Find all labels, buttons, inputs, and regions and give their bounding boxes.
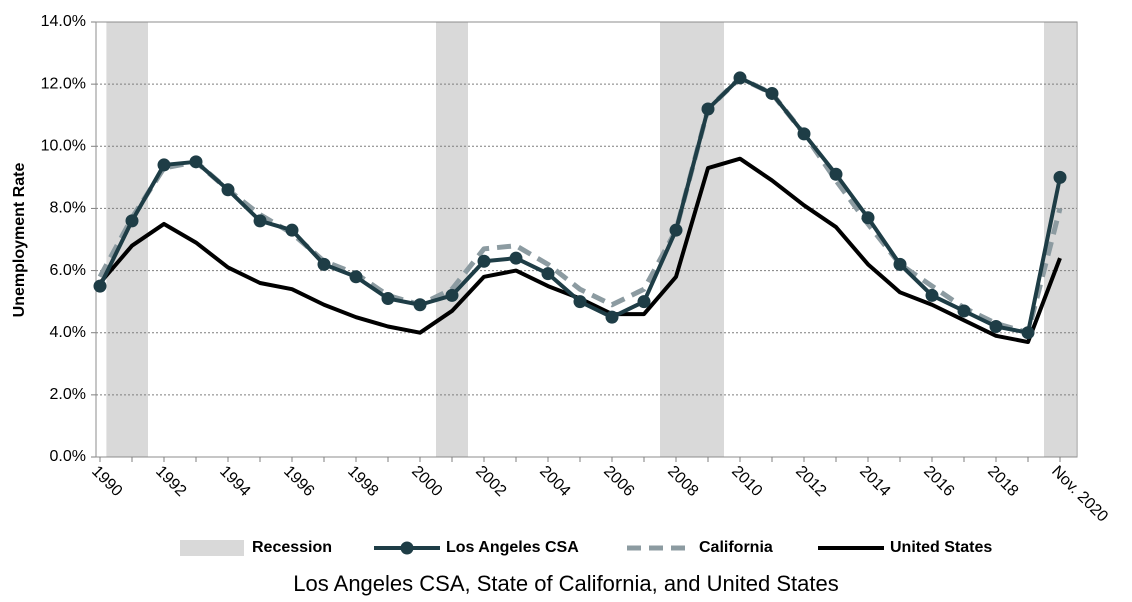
x-tick-label: 2006 — [600, 463, 637, 500]
legend-label: Los Angeles CSA — [446, 539, 579, 556]
y-tick-label: 0.0% — [50, 448, 86, 465]
x-tick-label: 1998 — [344, 463, 381, 500]
x-tick-label: 1996 — [280, 463, 317, 500]
series-line — [98, 156, 1062, 345]
data-point — [701, 102, 715, 116]
data-point — [349, 270, 363, 284]
recession-band — [436, 22, 468, 457]
x-tick-label: Nov. 2020 — [1048, 463, 1111, 526]
x-tick-label: 2002 — [472, 463, 509, 500]
legend-label: Recession — [252, 539, 332, 556]
x-tick-label: 2014 — [856, 463, 893, 500]
data-point — [957, 304, 971, 318]
legend-label: California — [699, 539, 773, 556]
y-tick-label: 8.0% — [50, 200, 86, 217]
x-tick-label: 1994 — [216, 463, 253, 500]
data-point — [605, 310, 619, 324]
data-point — [893, 257, 907, 271]
x-tick-label: 2010 — [728, 463, 765, 500]
x-tick-label: 2016 — [920, 463, 957, 500]
data-point — [285, 223, 299, 237]
series-line — [97, 75, 1063, 336]
data-point — [1021, 326, 1035, 340]
legend-marker — [400, 541, 414, 555]
data-point — [669, 223, 683, 237]
data-point — [1053, 170, 1067, 184]
data-point — [797, 127, 811, 141]
y-axis-label: Unemployment Rate — [11, 163, 28, 318]
data-point — [733, 71, 747, 85]
x-tick-label: 2018 — [984, 463, 1021, 500]
data-point — [189, 155, 203, 169]
data-point — [477, 254, 491, 268]
legend-swatch — [180, 540, 244, 556]
y-tick-label: 2.0% — [50, 386, 86, 403]
data-point — [637, 295, 651, 309]
recession-band — [1044, 22, 1076, 457]
x-tick-label: 1992 — [152, 463, 189, 500]
y-tick-label: 14.0% — [41, 13, 86, 30]
data-point — [509, 251, 523, 265]
data-point — [157, 158, 171, 172]
data-point — [925, 288, 939, 302]
data-point — [317, 257, 331, 271]
x-tick-label: 1990 — [88, 463, 125, 500]
legend-label: United States — [890, 539, 992, 556]
data-point — [93, 279, 107, 293]
y-tick-label: 6.0% — [50, 262, 86, 279]
data-point — [253, 214, 267, 228]
data-point — [445, 288, 459, 302]
x-tick-label: 2000 — [408, 463, 445, 500]
data-point — [413, 298, 427, 312]
y-tick-label: 10.0% — [41, 138, 86, 155]
data-point — [989, 320, 1003, 333]
y-tick-label: 12.0% — [41, 75, 86, 92]
x-tick-label: 2004 — [536, 463, 573, 500]
data-point — [381, 292, 395, 306]
data-point — [861, 211, 875, 225]
data-point — [765, 86, 779, 100]
data-point — [221, 183, 235, 197]
data-point — [125, 214, 139, 228]
data-point — [541, 267, 555, 281]
plot-border — [95, 21, 1078, 458]
data-point — [573, 295, 587, 309]
chart-title: Los Angeles CSA, State of California, an… — [293, 571, 838, 596]
x-tick-label: 2012 — [792, 463, 829, 500]
y-tick-label: 4.0% — [50, 324, 86, 341]
data-point — [829, 167, 843, 181]
series-line — [98, 75, 1062, 335]
x-tick-label: 2008 — [664, 463, 701, 500]
